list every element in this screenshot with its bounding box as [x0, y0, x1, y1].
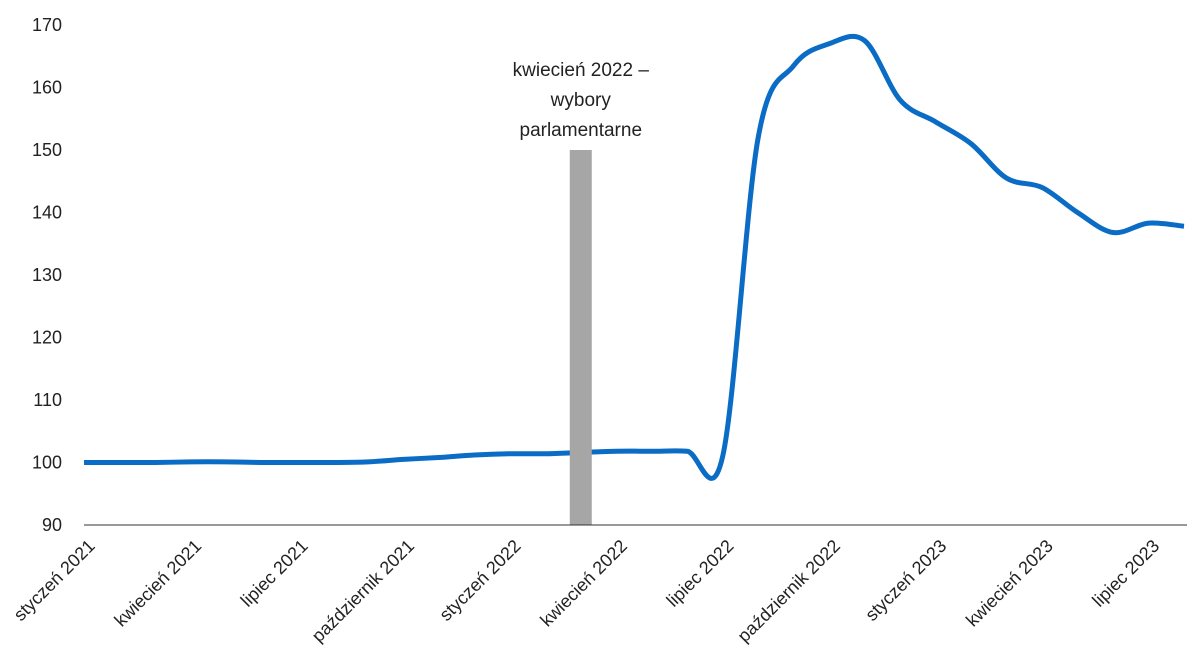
x-tick-label: styczeń 2023	[861, 536, 950, 625]
x-tick-label: lipiec 2022	[663, 536, 738, 611]
bar	[569, 150, 592, 525]
annotation: kwiecień 2022 –	[513, 60, 650, 81]
x-tick-label: lipiec 2023	[1088, 536, 1163, 611]
x-tick-label: kwiecień 2022	[536, 536, 631, 631]
x-tick-label: październik 2021	[308, 536, 418, 646]
x-tick-label: styczeń 2021	[10, 536, 99, 625]
annotation: parlamentarne	[520, 120, 643, 141]
y-tick-label: 100	[32, 453, 62, 473]
y-tick-label: 110	[33, 390, 62, 410]
y-tick-label: 130	[32, 265, 62, 285]
y-tick-label: 160	[32, 78, 62, 98]
x-tick-label: kwiecień 2021	[110, 536, 205, 631]
annotation: wybory	[550, 90, 612, 111]
y-tick-label: 170	[32, 15, 62, 35]
x-tick-label: kwiecień 2023	[962, 536, 1057, 631]
y-tick-label: 140	[32, 203, 62, 223]
y-tick-label: 90	[42, 515, 62, 535]
y-tick-label: 120	[32, 328, 62, 348]
line	[83, 33, 1185, 481]
x-tick-label: styczeń 2022	[435, 536, 524, 625]
x-tick-label: lipiec 2021	[237, 536, 312, 611]
x-tick-label: październik 2022	[734, 536, 844, 646]
y-tick-label: 150	[32, 140, 62, 160]
